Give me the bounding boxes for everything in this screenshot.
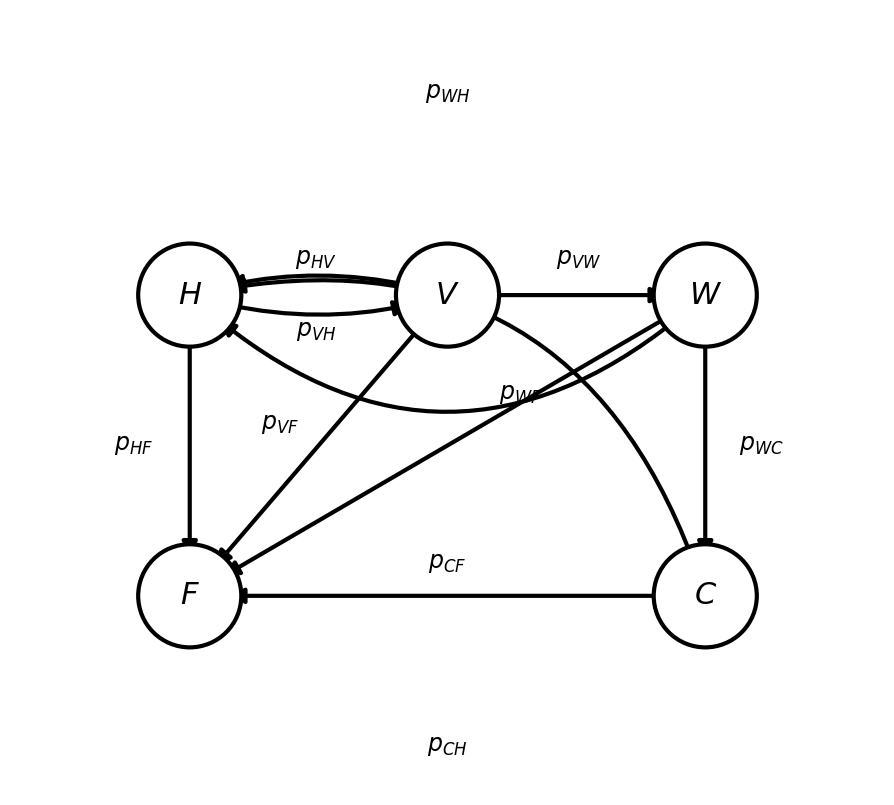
Text: $\it{F}$: $\it{F}$: [180, 581, 199, 610]
Text: $p_{WC}$: $p_{WC}$: [738, 433, 782, 457]
Text: $p_{CF}$: $p_{CF}$: [428, 551, 466, 575]
Text: $\it{C}$: $\it{C}$: [693, 581, 716, 610]
Text: $p_{WF}$: $p_{WF}$: [499, 382, 542, 406]
Text: $p_{CH}$: $p_{CH}$: [426, 734, 468, 758]
Text: $p_{VW}$: $p_{VW}$: [556, 247, 601, 271]
Circle shape: [395, 244, 499, 347]
Text: $\it{W}$: $\it{W}$: [688, 281, 721, 310]
Circle shape: [138, 244, 241, 347]
Circle shape: [653, 244, 756, 347]
Text: $p_{VH}$: $p_{VH}$: [296, 320, 336, 343]
Circle shape: [138, 544, 241, 647]
Text: $p_{HF}$: $p_{HF}$: [114, 433, 153, 457]
Circle shape: [653, 544, 756, 647]
Text: $\it{V}$: $\it{V}$: [434, 281, 460, 310]
Text: $p_{HV}$: $p_{HV}$: [295, 247, 336, 271]
Text: $p_{WH}$: $p_{WH}$: [425, 81, 469, 105]
Text: $\it{H}$: $\it{H}$: [178, 281, 201, 310]
Text: $p_{VF}$: $p_{VF}$: [261, 412, 299, 436]
